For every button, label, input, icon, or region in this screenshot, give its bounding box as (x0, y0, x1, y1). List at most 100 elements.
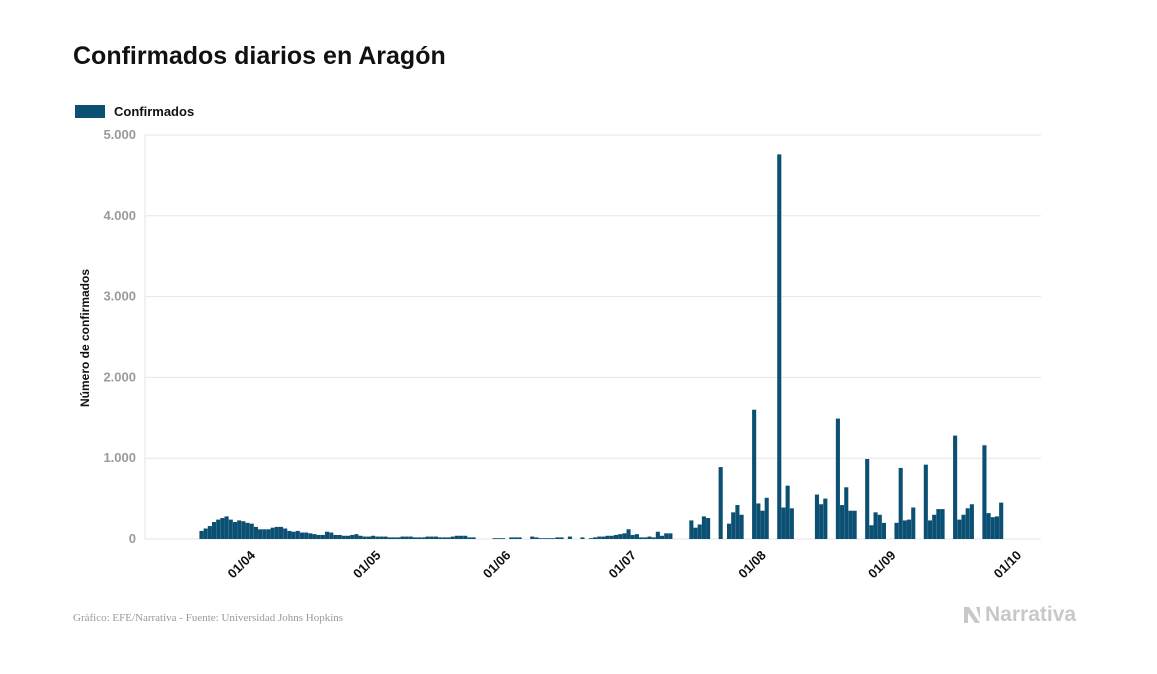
bar (865, 459, 870, 539)
bar (777, 154, 782, 539)
bar (283, 528, 288, 539)
bar (605, 535, 610, 539)
bar (341, 535, 346, 539)
bar (270, 527, 275, 539)
bar (848, 510, 853, 539)
bar (325, 531, 330, 539)
chart-title: Confirmados diarios en Aragón (73, 42, 446, 70)
y-tick-label: 5.000 (103, 127, 136, 142)
bar (291, 531, 296, 539)
x-tick-label: 01/07 (605, 548, 639, 582)
bar (278, 526, 284, 539)
bar (664, 533, 669, 539)
bar (203, 528, 208, 539)
bar (517, 537, 522, 539)
bar (471, 537, 476, 539)
bar (647, 536, 652, 539)
bar-layer (199, 154, 1004, 539)
legend: Confirmados (75, 104, 194, 119)
brand-name: Narrativa (985, 603, 1077, 626)
bar (994, 516, 1000, 539)
bar (907, 519, 912, 539)
bar (429, 536, 434, 539)
bar (396, 537, 401, 539)
bar (760, 510, 765, 539)
bar (940, 509, 945, 539)
x-tick-labels: 01/04 01/05 01/06 01/07 01/08 01/09 01/10 (224, 547, 1024, 581)
bar (701, 516, 706, 539)
bar (551, 538, 556, 539)
bar (467, 537, 472, 539)
bar (789, 508, 794, 539)
bar (986, 513, 991, 539)
bar (961, 514, 966, 539)
bar (999, 502, 1004, 539)
bar (706, 517, 711, 539)
bar (329, 532, 334, 539)
bar (601, 536, 606, 539)
bar (320, 534, 325, 539)
bar (513, 537, 518, 539)
bar (454, 535, 459, 539)
bar (538, 538, 543, 539)
bar (634, 534, 639, 539)
bar (383, 536, 388, 539)
bar (216, 519, 221, 539)
bar (408, 536, 413, 539)
bar (852, 510, 857, 539)
bar (412, 537, 418, 539)
bar (358, 535, 363, 539)
bar (262, 529, 267, 539)
bar (559, 537, 564, 539)
bar (207, 526, 212, 539)
bar (304, 532, 309, 539)
bar (697, 524, 702, 539)
bar (639, 537, 644, 539)
bar (597, 536, 602, 539)
bar (199, 530, 204, 539)
bar (555, 537, 560, 539)
bar (354, 534, 359, 539)
grid-layer (144, 134, 1041, 540)
bar (387, 537, 392, 539)
narrativa-n-icon (964, 607, 980, 623)
bar (877, 514, 882, 539)
bar (731, 512, 736, 539)
bar (626, 529, 631, 539)
bar (659, 535, 665, 539)
bar (756, 503, 761, 539)
bar (969, 504, 974, 539)
x-tick-label: 01/09 (865, 548, 899, 582)
bar (316, 534, 321, 539)
bar (534, 537, 539, 539)
bar (241, 521, 246, 539)
bar (726, 523, 732, 539)
bar (668, 533, 673, 539)
bar (990, 517, 995, 539)
legend-label: Confirmados (114, 104, 195, 119)
bar (819, 504, 824, 539)
bar (404, 536, 409, 539)
y-axis-title: Número de confirmados (78, 269, 92, 407)
bar (982, 445, 987, 539)
bar (258, 529, 263, 539)
bar (651, 537, 656, 539)
x-tick-label: 01/05 (350, 548, 384, 582)
bar (379, 536, 384, 539)
bar (417, 537, 422, 539)
bar (400, 536, 405, 539)
bar (894, 522, 899, 539)
bar (844, 487, 849, 539)
bar (228, 519, 233, 539)
bar (618, 534, 623, 539)
bar (287, 530, 292, 539)
bar (295, 530, 300, 539)
bar (312, 534, 317, 539)
bar (643, 537, 648, 539)
source-footer: Gráfico: EFE/Narrativa - Fuente: Univers… (73, 612, 344, 624)
bar (333, 534, 338, 539)
bar (375, 536, 380, 539)
bar (923, 464, 928, 539)
y-tick-label: 1.000 (103, 450, 136, 465)
